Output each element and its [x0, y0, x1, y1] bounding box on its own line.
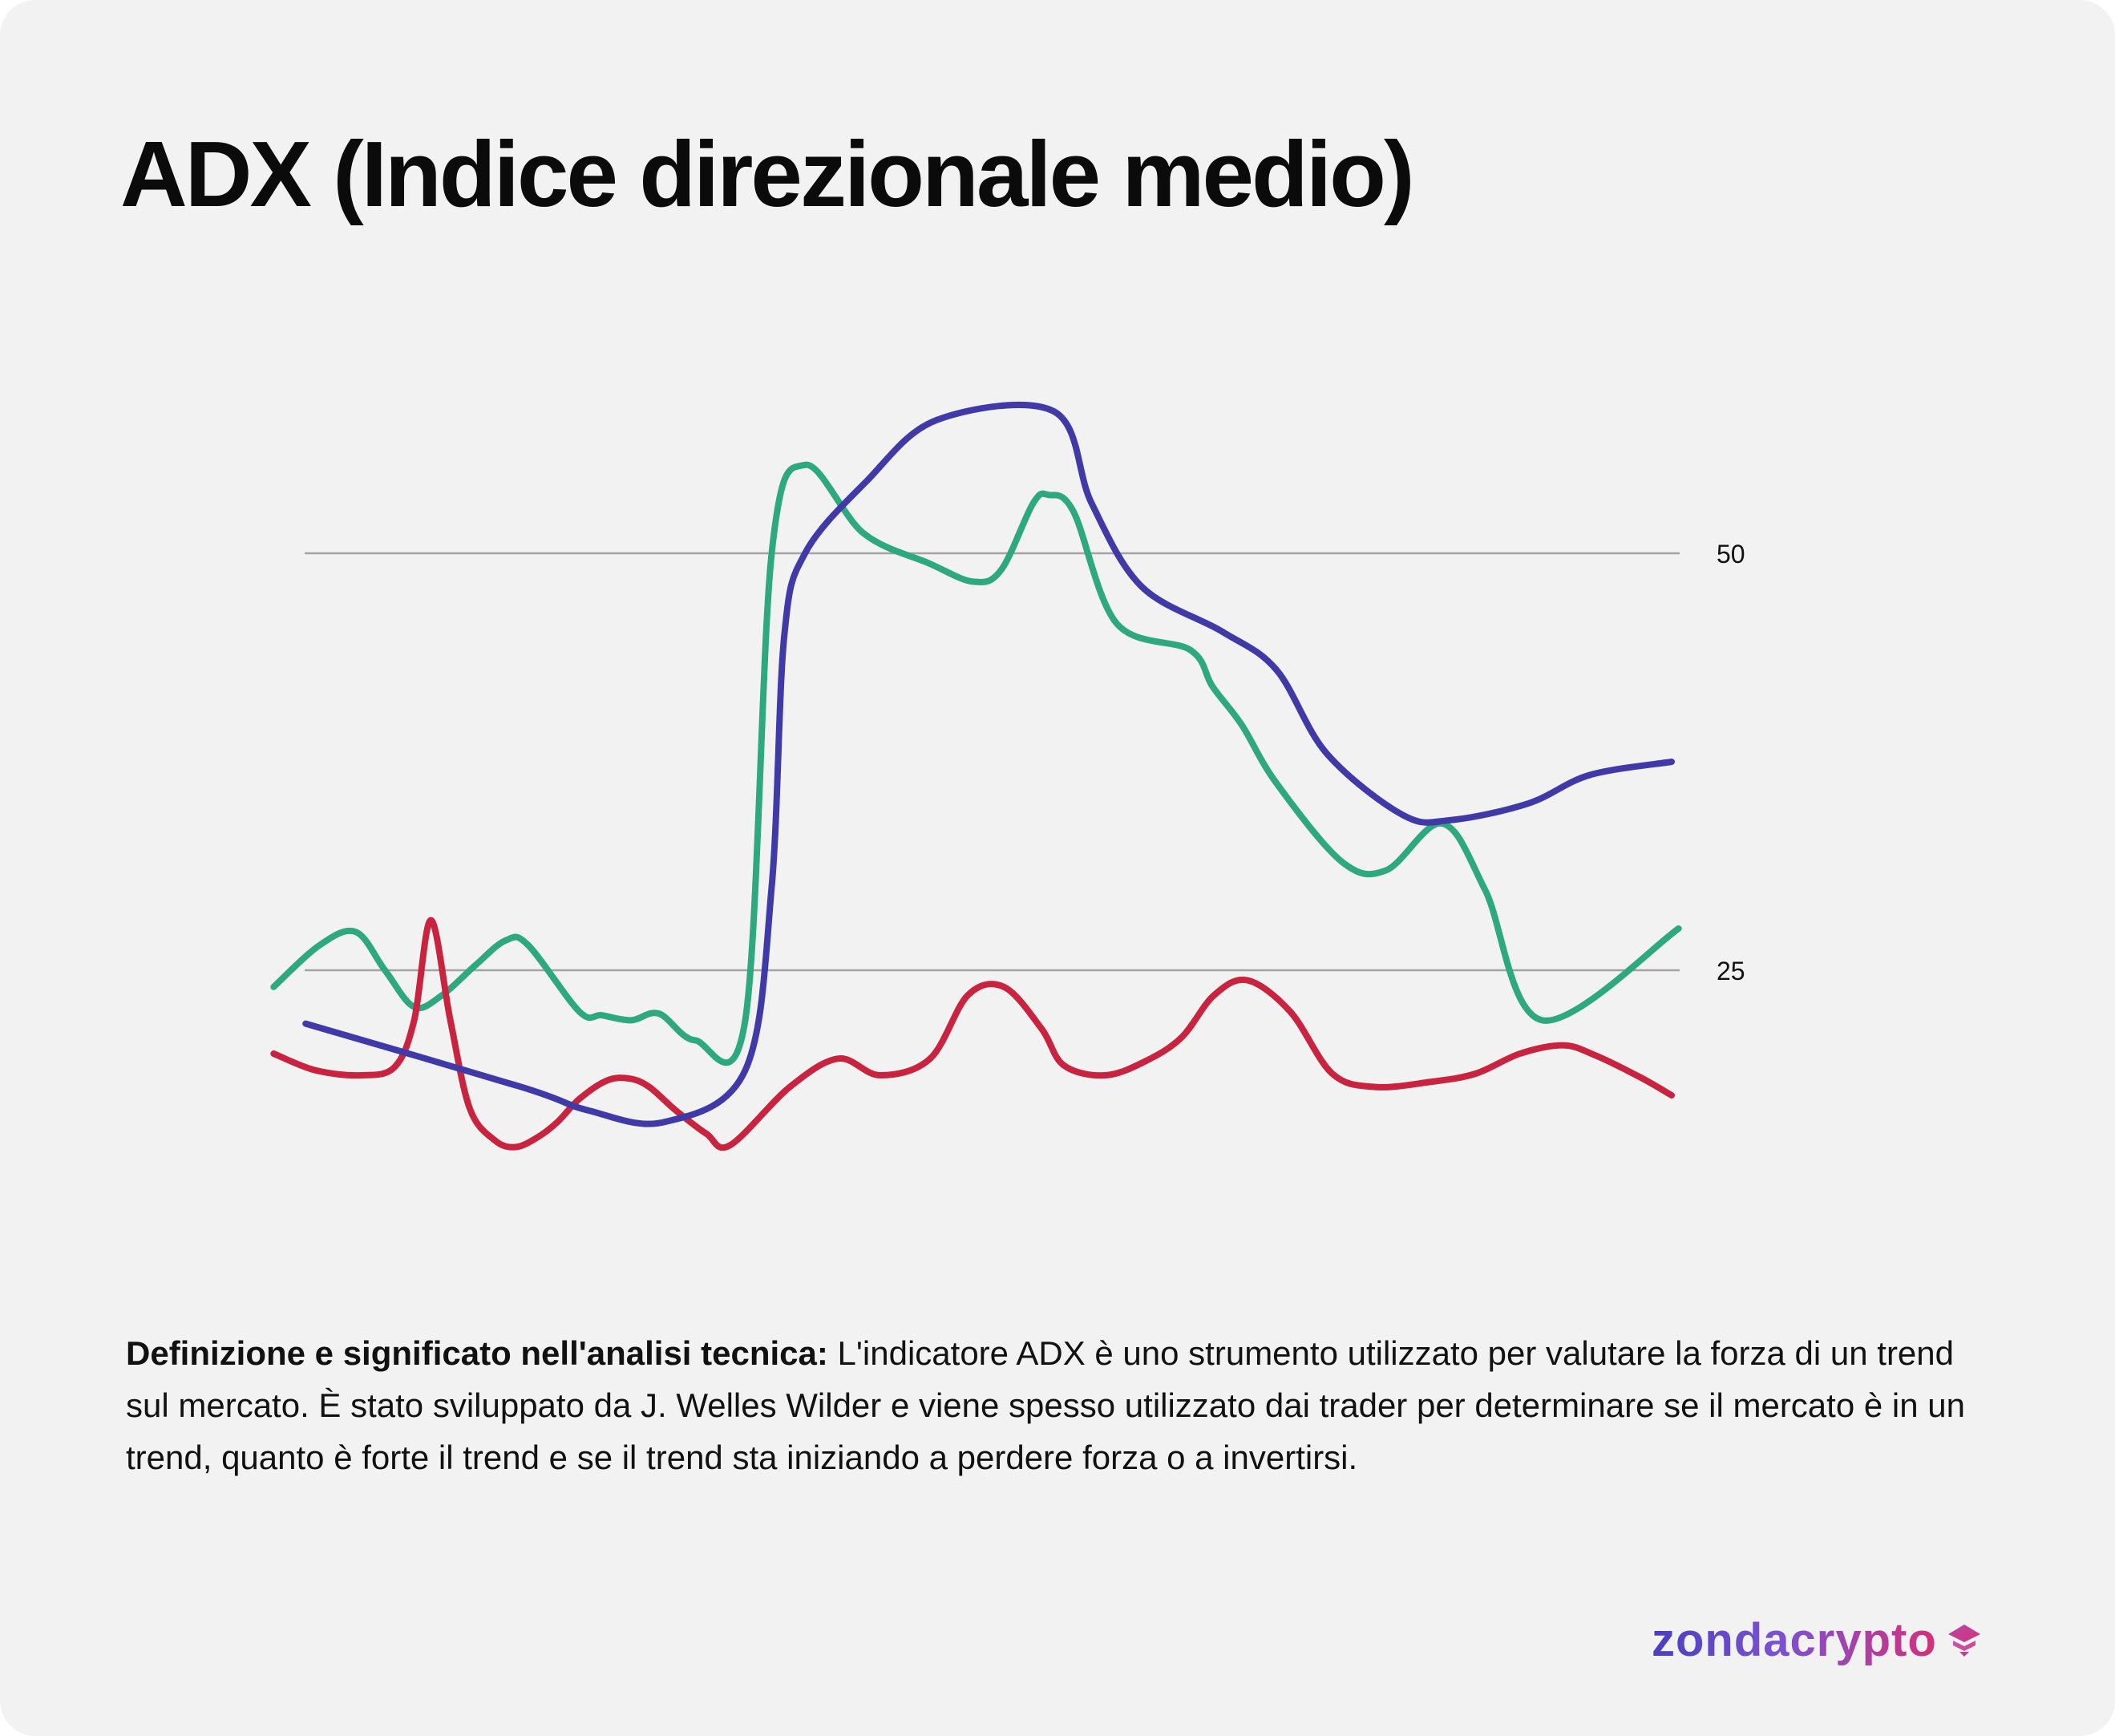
- reference-lines: 50 25: [305, 540, 1745, 985]
- brand-logo: zondacrypto: [1652, 1613, 1984, 1667]
- reference-label-50: 50: [1717, 540, 1745, 569]
- zonda-diamond-icon: [1947, 1624, 1980, 1657]
- adx-chart: 50 25: [270, 402, 1745, 1151]
- page-title: ADX (Indice direzionale medio): [120, 122, 1415, 226]
- minus-di-line: [270, 917, 1675, 1151]
- description-bold-lead: Definizione e significato nell'analisi t…: [126, 1334, 828, 1372]
- adx-line: [302, 402, 1675, 1127]
- brand-name: zondacrypto: [1652, 1614, 1937, 1666]
- plus-di-line: [270, 461, 1682, 1066]
- description-text: L'indicatore ADX è uno strumento utilizz…: [126, 1334, 1965, 1476]
- description-paragraph: Definizione e significato nell'analisi t…: [126, 1327, 2002, 1483]
- series-lines: [270, 402, 1682, 1151]
- reference-label-25: 25: [1717, 957, 1745, 985]
